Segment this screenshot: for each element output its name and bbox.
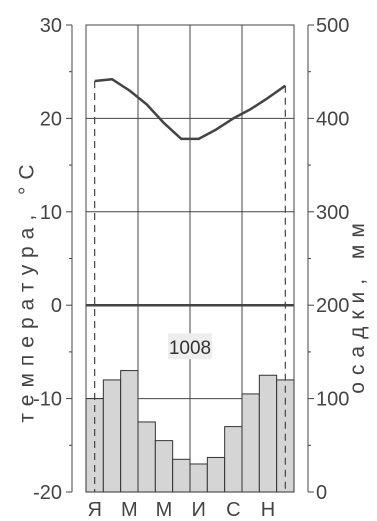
precipitation-bar	[172, 458, 191, 493]
right-axis-title: осадки, мм	[338, 160, 377, 450]
month-label: Я	[87, 499, 101, 521]
precipitation-bar	[241, 393, 260, 493]
precipitation-bar	[258, 374, 278, 493]
precipitation-bars	[85, 370, 295, 493]
month-label: И	[191, 499, 205, 521]
precipitation-bar	[224, 426, 243, 493]
left-tick-label: -10	[33, 389, 62, 411]
left-tick-label: 20	[40, 108, 62, 130]
right-tick-label: 200	[316, 295, 349, 317]
left-tick-label: 0	[51, 295, 62, 317]
precipitation-bar	[189, 463, 208, 493]
right-tick-label: 500	[316, 15, 349, 37]
month-label: Н	[261, 499, 275, 521]
right-axis-title-text: осадки, мм	[346, 216, 370, 394]
annual-precip-label: 1008	[169, 338, 211, 359]
precipitation-bar	[154, 440, 174, 493]
left-tick-label: 10	[40, 202, 62, 224]
month-label: С	[226, 499, 240, 521]
right-tick-label: 400	[316, 108, 349, 130]
left-axis-title: температура, °C	[8, 100, 48, 480]
month-label: М	[156, 499, 173, 521]
right-tick-label: 100	[316, 389, 349, 411]
precipitation-bar	[102, 379, 122, 493]
left-axis-title-text: температура, °C	[16, 157, 39, 423]
left-tick-label: -20	[33, 482, 62, 504]
temperature-line	[94, 77, 287, 141]
left-tick-label: 30	[40, 15, 62, 37]
temperature-line-layer	[94, 77, 287, 492]
annual-precip-box	[168, 333, 212, 360]
month-label: М	[121, 499, 138, 521]
annotation-layer: 1008	[168, 333, 212, 360]
precipitation-bar	[206, 456, 226, 493]
precipitation-bar	[137, 421, 156, 493]
precipitation-bar	[120, 370, 139, 493]
right-tick-label: 0	[316, 482, 327, 504]
right-tick-label: 300	[316, 202, 349, 224]
